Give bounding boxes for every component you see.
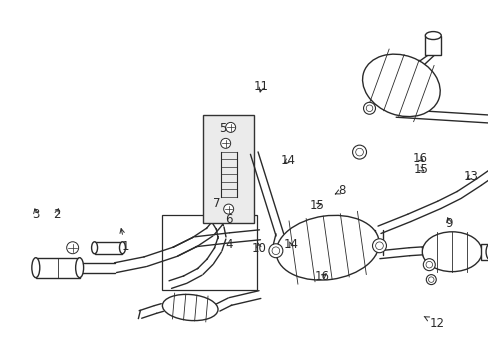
Circle shape xyxy=(223,204,233,214)
Bar xyxy=(162,215,256,289)
Ellipse shape xyxy=(119,242,125,254)
Text: 9: 9 xyxy=(445,216,452,230)
Circle shape xyxy=(426,275,435,285)
Circle shape xyxy=(268,244,282,258)
Bar xyxy=(36,258,80,278)
Circle shape xyxy=(372,239,386,253)
Circle shape xyxy=(355,148,363,156)
Text: 3: 3 xyxy=(32,208,40,221)
Text: 7: 7 xyxy=(213,197,220,210)
Text: 1: 1 xyxy=(120,229,129,253)
Ellipse shape xyxy=(276,215,378,280)
Circle shape xyxy=(66,242,79,254)
Text: 8: 8 xyxy=(335,184,345,197)
Bar xyxy=(425,36,440,55)
Circle shape xyxy=(363,102,375,114)
Text: 16: 16 xyxy=(411,152,427,165)
Text: 10: 10 xyxy=(251,242,266,255)
Bar xyxy=(203,116,254,223)
Circle shape xyxy=(220,138,230,148)
Text: 15: 15 xyxy=(309,199,325,212)
Text: 5: 5 xyxy=(219,122,226,135)
Circle shape xyxy=(225,122,235,132)
Ellipse shape xyxy=(485,244,488,260)
Circle shape xyxy=(375,242,383,249)
Bar xyxy=(94,242,122,254)
Circle shape xyxy=(427,277,433,282)
Circle shape xyxy=(271,247,279,255)
Text: 11: 11 xyxy=(254,80,268,93)
Text: 15: 15 xyxy=(412,163,427,176)
Text: 2: 2 xyxy=(53,208,61,221)
Ellipse shape xyxy=(91,242,98,254)
Circle shape xyxy=(425,261,432,268)
Circle shape xyxy=(352,145,366,159)
Text: 16: 16 xyxy=(314,270,329,283)
Text: 14: 14 xyxy=(280,154,295,167)
Ellipse shape xyxy=(162,294,218,321)
Text: 4: 4 xyxy=(224,238,232,251)
Text: 12: 12 xyxy=(423,316,444,330)
Circle shape xyxy=(423,259,434,271)
Text: 14: 14 xyxy=(283,238,298,251)
Circle shape xyxy=(366,105,372,112)
Bar xyxy=(480,244,488,260)
Ellipse shape xyxy=(76,258,83,278)
Text: 6: 6 xyxy=(224,213,232,226)
Ellipse shape xyxy=(425,32,440,40)
Text: 13: 13 xyxy=(463,170,477,183)
Ellipse shape xyxy=(422,232,481,272)
Ellipse shape xyxy=(362,54,439,117)
Ellipse shape xyxy=(32,258,40,278)
